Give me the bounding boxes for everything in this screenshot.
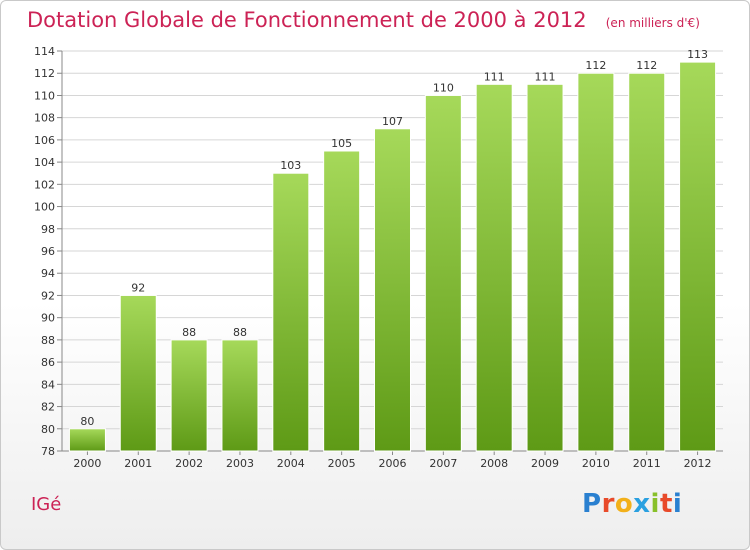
- axes: 78 80 82 84 86 88 90 92 94 96 98 100 102 104 106 108 110…: [34, 45, 723, 470]
- bar-2002: [170, 339, 208, 452]
- y-tick-label: 88: [41, 334, 55, 347]
- x-tick-label: 2001: [124, 457, 152, 470]
- value-label: 113: [687, 48, 708, 61]
- value-label: 103: [280, 159, 301, 172]
- logo-letter: x: [633, 489, 651, 519]
- chart-unit-label: (en milliers d'€): [605, 16, 700, 30]
- commune-name: IGé: [31, 494, 62, 515]
- y-tick-label: 110: [34, 89, 55, 102]
- bar-2000: [68, 428, 106, 452]
- value-label: 105: [331, 137, 352, 150]
- value-label: 111: [484, 70, 505, 83]
- x-tick-label: 2006: [379, 457, 407, 470]
- bar-2004: [272, 172, 310, 452]
- y-tick-label: 112: [34, 67, 55, 80]
- value-label: 110: [433, 81, 454, 94]
- y-tick-label: 90: [41, 312, 55, 325]
- title-row: Dotation Globale de Fonctionnement de 20…: [27, 8, 700, 32]
- y-tick-label: 86: [41, 356, 55, 369]
- value-label: 80: [80, 415, 94, 428]
- bar-2003: [221, 339, 259, 452]
- chart-title: Dotation Globale de Fonctionnement de 20…: [27, 8, 587, 32]
- y-tick-label: 78: [41, 445, 55, 458]
- value-label: 112: [636, 59, 657, 72]
- y-tick-label: 102: [34, 178, 55, 191]
- logo-letter: t: [659, 489, 673, 519]
- x-tick-label: 2011: [633, 457, 661, 470]
- value-label: 92: [131, 281, 145, 294]
- proxiti-logo[interactable]: Proxiti: [582, 489, 682, 519]
- logo-letter: P: [582, 489, 602, 519]
- value-label: 111: [535, 70, 556, 83]
- logo-letter: i: [672, 489, 683, 519]
- bar-2005: [323, 150, 361, 452]
- y-tick-label: 106: [34, 134, 55, 147]
- bar-2001: [119, 294, 157, 452]
- y-tick-label: 94: [41, 267, 55, 280]
- value-label: 112: [585, 59, 606, 72]
- value-labels: 80 92 88 88 103 105 107 110 111 111 112 112 113: [80, 48, 708, 428]
- x-tick-label: 2007: [429, 457, 457, 470]
- x-tick-label: 2008: [480, 457, 508, 470]
- x-tick-label: 2005: [328, 457, 356, 470]
- bars: [68, 61, 717, 452]
- y-tick-label: 108: [34, 112, 55, 125]
- y-tick-label: 96: [41, 245, 55, 258]
- x-tick-label: 2003: [226, 457, 254, 470]
- x-tick-label: 2000: [73, 457, 101, 470]
- bar-2012: [679, 61, 717, 452]
- y-tick-label: 104: [34, 156, 55, 169]
- bar-2011: [628, 72, 666, 452]
- x-tick-label: 2009: [531, 457, 559, 470]
- bar-2007: [424, 94, 462, 452]
- x-tick-label: 2010: [582, 457, 610, 470]
- value-label: 88: [233, 326, 247, 339]
- bar-2008: [475, 83, 513, 452]
- y-tick-label: 114: [34, 45, 55, 58]
- y-tick-label: 82: [41, 401, 55, 414]
- x-tick-label: 2004: [277, 457, 305, 470]
- bar-2006: [374, 128, 411, 452]
- logo-letter: r: [601, 489, 615, 519]
- y-tick-label: 98: [41, 223, 55, 236]
- value-label: 88: [182, 326, 196, 339]
- x-tick-label: 2012: [684, 457, 712, 470]
- y-tick-label: 84: [41, 378, 55, 391]
- y-tick-label: 100: [34, 201, 55, 214]
- value-label: 107: [382, 115, 403, 128]
- logo-letter: i: [650, 489, 660, 519]
- x-tick-label: 2002: [175, 457, 203, 470]
- y-tick-label: 92: [41, 289, 55, 302]
- bar-2009: [526, 83, 564, 452]
- logo-letter: o: [614, 489, 634, 519]
- bar-2010: [577, 72, 615, 452]
- y-tick-label: 80: [41, 423, 55, 436]
